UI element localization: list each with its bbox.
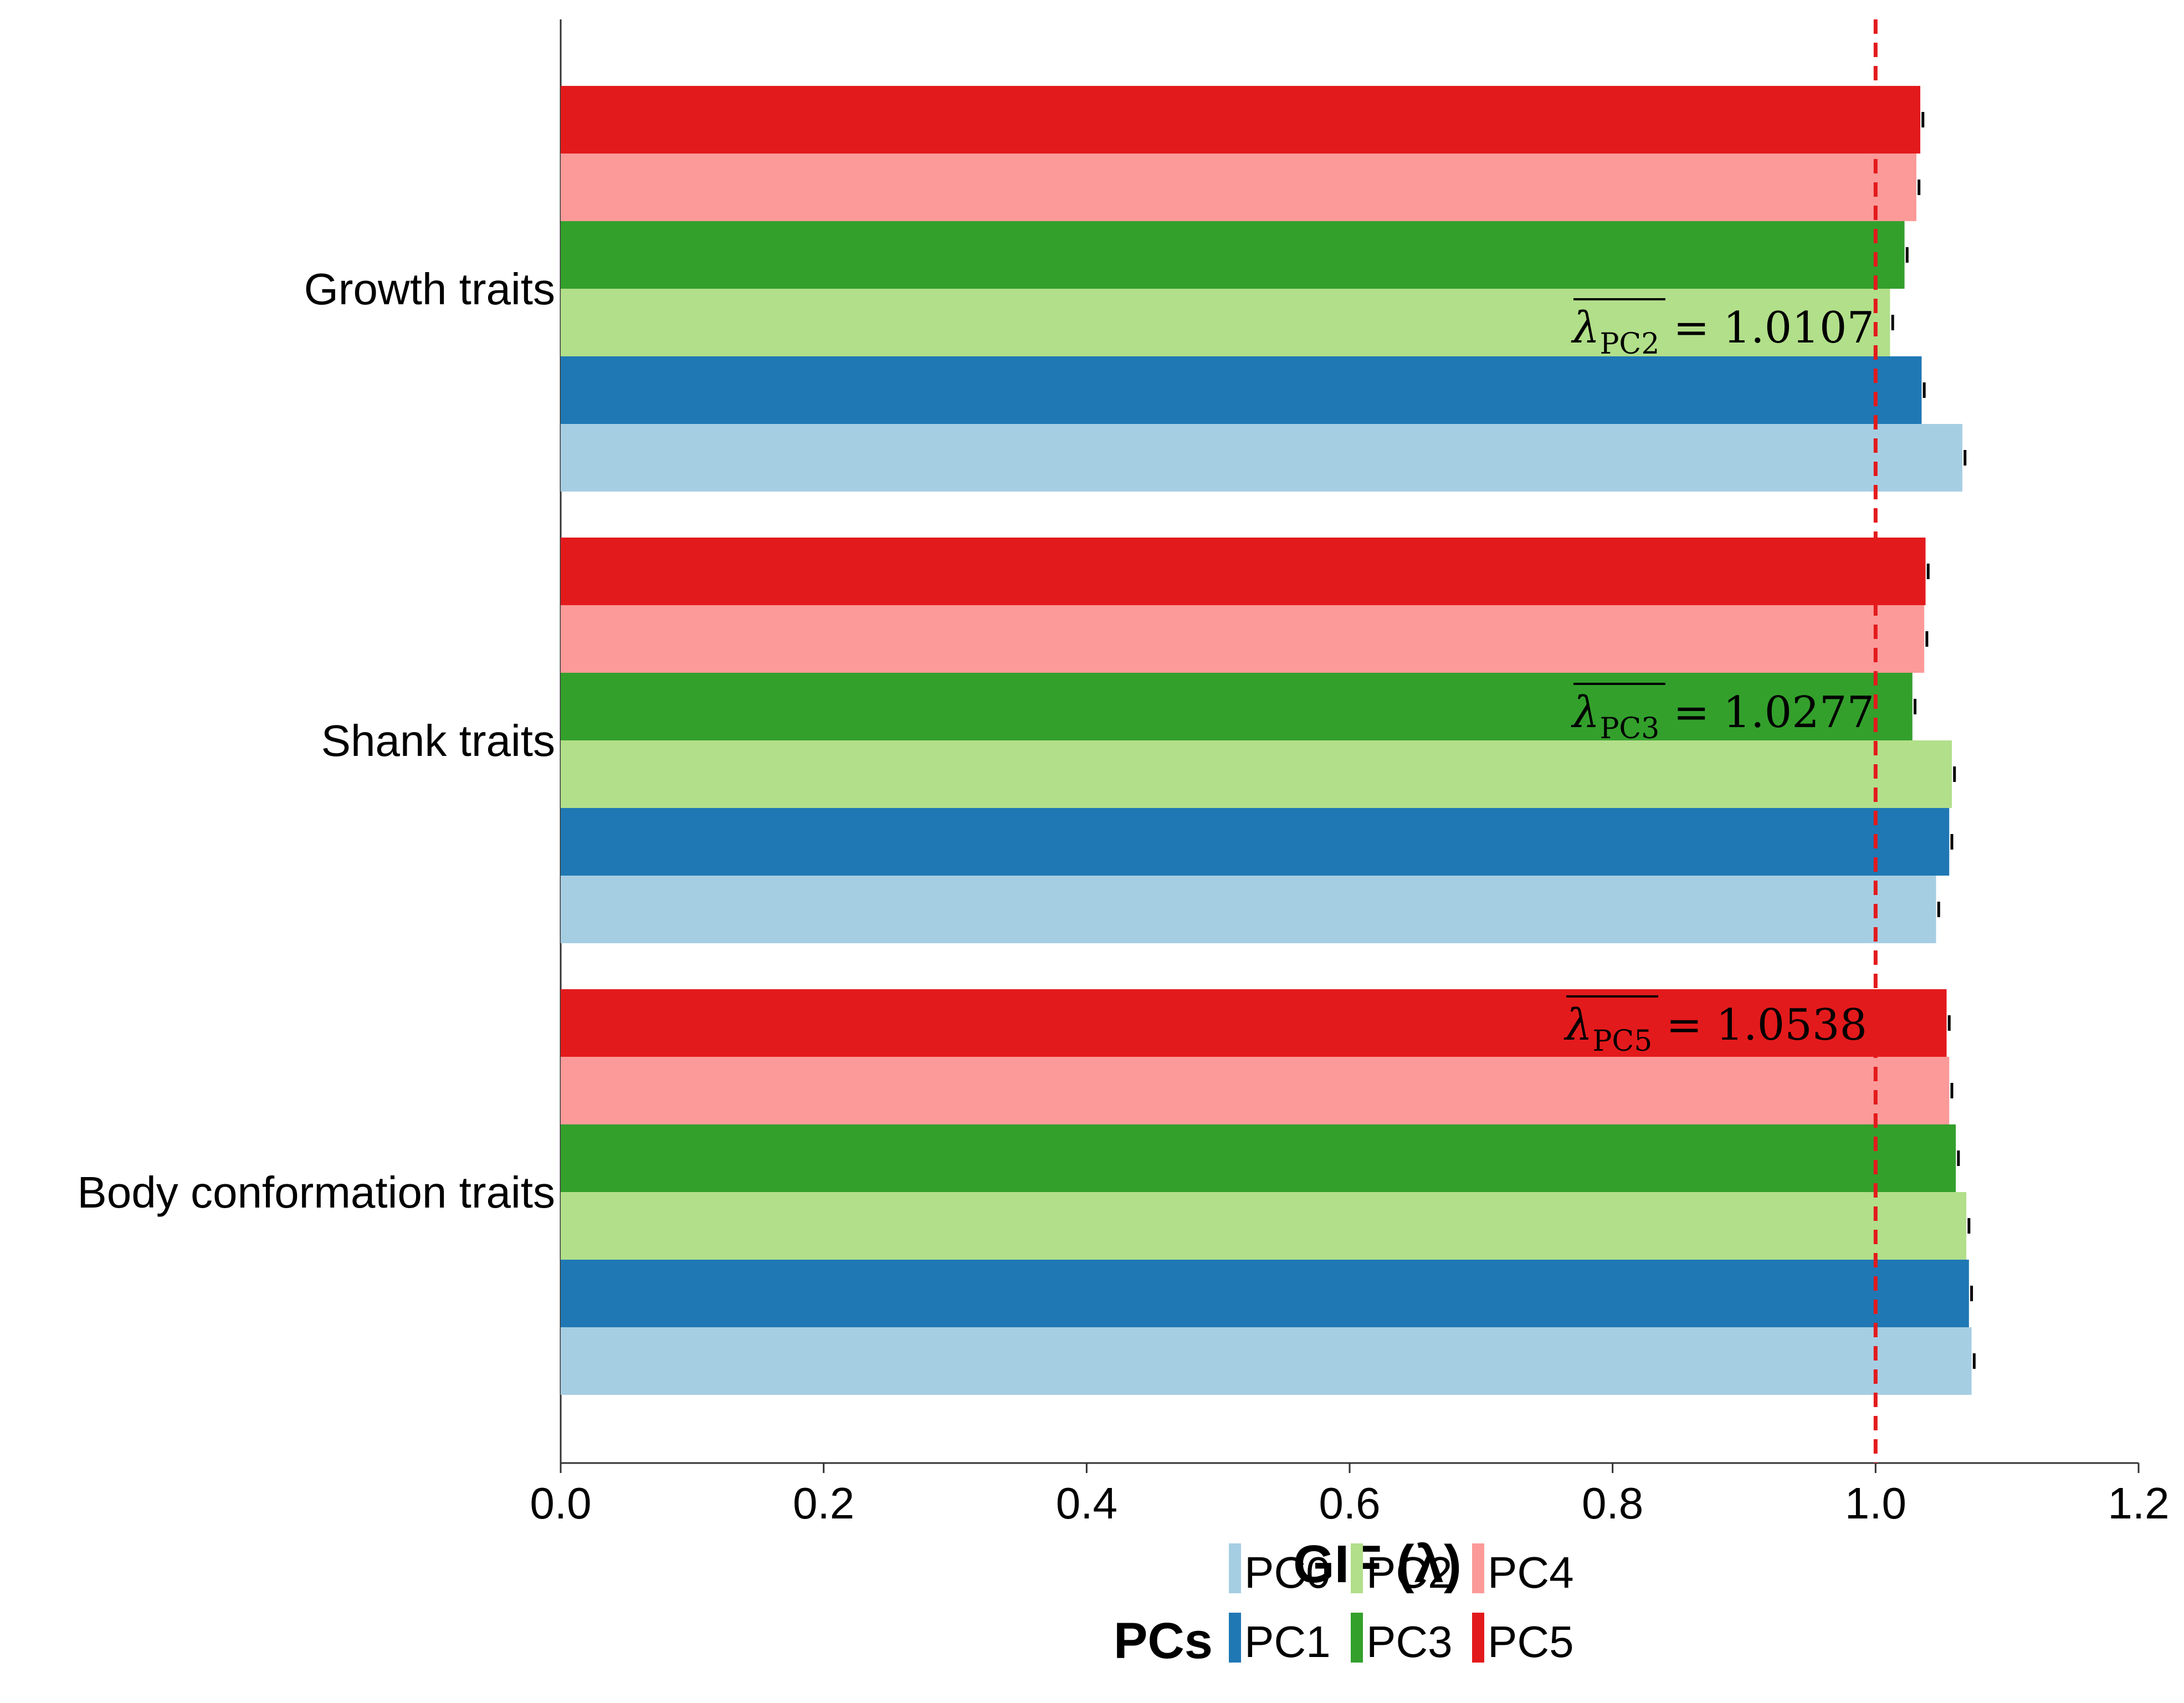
bar-pc2-2 [561, 1192, 1967, 1260]
x-tick-label: 0.8 [1582, 1479, 1643, 1528]
x-tick-label: 0.0 [530, 1479, 591, 1528]
bar-pc1-1 [561, 808, 1950, 876]
mean-lambda-annotation: λPC2 = 1.0107 [1571, 303, 1874, 361]
legend-title: PCs [1114, 1613, 1213, 1669]
legend-label-pc4: PC4 [1488, 1548, 1574, 1597]
bar-pc0-2 [561, 1327, 1972, 1395]
annotation-value: = 1.0538 [1652, 1000, 1867, 1050]
legend-label-pc1: PC1 [1244, 1617, 1331, 1666]
annotation-lambda: λ [1571, 688, 1599, 738]
annotation-subscript: PC5 [1592, 1025, 1652, 1058]
x-axis-label: GIF (λ) [1293, 1535, 1462, 1594]
bar-pc4-0 [561, 154, 1916, 221]
x-tick-label: 0.4 [1056, 1479, 1117, 1528]
legend-swatch-pc2 [1351, 1543, 1363, 1593]
legend-label-pc3: PC3 [1366, 1617, 1453, 1666]
legend-swatch-pc1 [1229, 1613, 1241, 1663]
annotation-subscript: PC2 [1599, 328, 1659, 361]
annotation-subscript: PC3 [1599, 712, 1659, 745]
bar-pc5-1 [561, 538, 1926, 605]
x-tick-label: 1.2 [2108, 1479, 2169, 1528]
x-tick-label: 1.0 [1845, 1479, 1906, 1528]
legend-label-pc0: PC0 [1244, 1548, 1331, 1597]
legend-label-pc5: PC5 [1488, 1617, 1574, 1666]
bar-pc3-1 [561, 673, 1913, 740]
annotation-lambda: λ [1571, 303, 1599, 353]
bar-pc3-2 [561, 1124, 1956, 1192]
bar-pc5-0 [561, 86, 1921, 154]
bar-pc1-2 [561, 1260, 1969, 1327]
annotation-lambda: λ [1563, 1000, 1592, 1050]
bar-pc1-0 [561, 356, 1922, 424]
x-tick-label: 0.2 [793, 1479, 854, 1528]
legend-label-pc2: PC2 [1366, 1548, 1453, 1597]
bar-pc3-0 [561, 221, 1905, 289]
legend-swatch-pc5 [1472, 1613, 1484, 1663]
annotation-value: = 1.0277 [1659, 688, 1874, 738]
annotation-value: = 1.0107 [1659, 303, 1874, 353]
bar-pc2-0 [561, 289, 1890, 356]
category-label: Growth traits [304, 264, 555, 314]
legend-swatch-pc3 [1351, 1613, 1363, 1663]
bar-pc5-2 [561, 989, 1947, 1057]
category-label: Shank traits [321, 716, 555, 765]
legend-swatch-pc0 [1229, 1543, 1241, 1593]
x-tick-label: 0.6 [1319, 1479, 1380, 1528]
category-label: Body conformation traits [77, 1168, 555, 1217]
bar-pc2-1 [561, 740, 1952, 808]
bar-pc0-0 [561, 424, 1962, 492]
bar-pc4-1 [561, 605, 1925, 673]
mean-lambda-annotation: λPC5 = 1.0538 [1563, 1000, 1867, 1058]
legend-swatch-pc4 [1472, 1543, 1484, 1593]
bar-pc0-1 [561, 876, 1936, 943]
mean-lambda-annotation: λPC3 = 1.0277 [1571, 688, 1874, 745]
bar-pc4-2 [561, 1057, 1950, 1124]
